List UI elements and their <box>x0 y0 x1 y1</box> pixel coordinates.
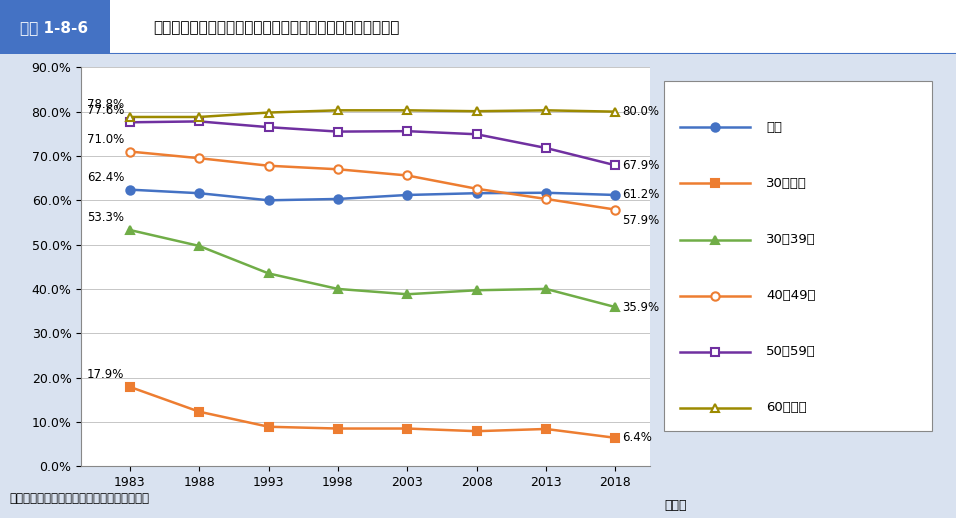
Text: 71.0%: 71.0% <box>87 133 124 146</box>
FancyBboxPatch shape <box>110 0 956 54</box>
Text: 17.9%: 17.9% <box>87 368 124 381</box>
Text: 30歳未満: 30歳未満 <box>766 177 807 190</box>
Text: 図表 1-8-6: 図表 1-8-6 <box>20 20 89 35</box>
Text: 35.9%: 35.9% <box>622 300 660 313</box>
Text: 持家世帯比率の推移　（家計を主に支える者の年齢階級別）: 持家世帯比率の推移 （家計を主に支える者の年齢階級別） <box>153 20 400 35</box>
Text: 資料：総務省統計局「住宅・土地統計調査」: 資料：総務省統計局「住宅・土地統計調査」 <box>10 492 149 505</box>
Text: 40〜49歳: 40〜49歳 <box>766 289 815 302</box>
FancyBboxPatch shape <box>0 0 110 54</box>
Text: 30〜39歳: 30〜39歳 <box>766 233 815 246</box>
Text: 78.8%: 78.8% <box>87 98 124 111</box>
Text: 50〜59歳: 50〜59歳 <box>766 346 815 358</box>
Text: 62.4%: 62.4% <box>87 171 124 184</box>
Text: 全体: 全体 <box>766 121 782 134</box>
FancyBboxPatch shape <box>664 81 932 431</box>
Text: （年）: （年） <box>664 499 686 512</box>
Text: 60歳以上: 60歳以上 <box>766 401 807 414</box>
Text: 53.3%: 53.3% <box>87 211 124 224</box>
Text: 57.9%: 57.9% <box>622 213 660 226</box>
Text: 61.2%: 61.2% <box>622 189 660 202</box>
Text: 6.4%: 6.4% <box>622 431 652 444</box>
Text: 80.0%: 80.0% <box>622 105 660 118</box>
Text: 77.6%: 77.6% <box>87 104 124 117</box>
Text: 67.9%: 67.9% <box>622 159 660 172</box>
